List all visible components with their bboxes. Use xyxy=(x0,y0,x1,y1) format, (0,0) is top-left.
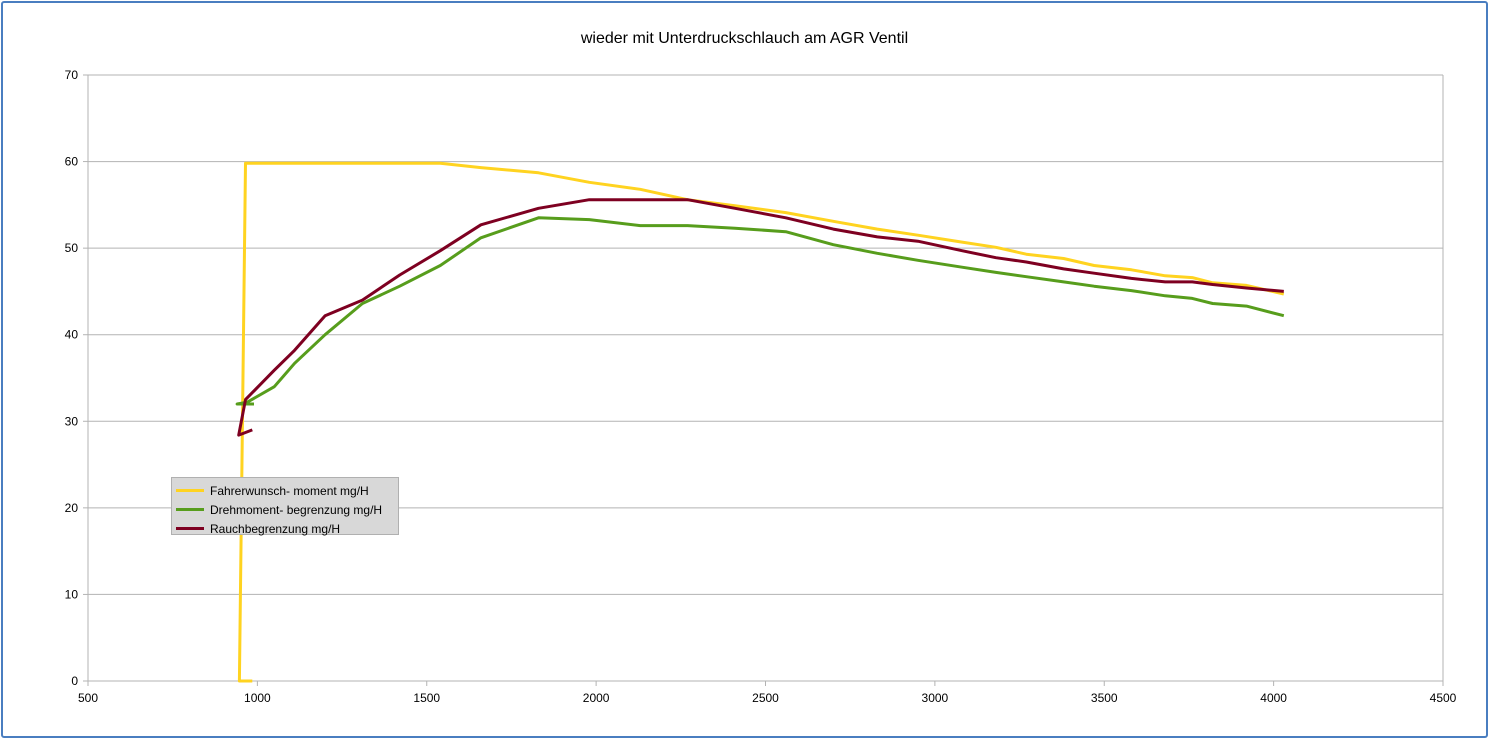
legend-item: Fahrerwunsch- moment mg/H xyxy=(176,481,398,500)
legend-item: Drehmoment- begrenzung mg/H xyxy=(176,500,398,519)
series-line xyxy=(237,198,1284,437)
x-tick-label: 2000 xyxy=(583,691,610,705)
y-tick-label: 20 xyxy=(65,501,79,515)
x-tick-label: 4500 xyxy=(1430,691,1457,705)
gridlines xyxy=(88,74,1443,682)
y-tick-label: 0 xyxy=(71,674,78,688)
legend-swatch xyxy=(176,508,204,511)
legend-swatch xyxy=(176,489,204,492)
tick-labels: 0 10 20 30 40 50 60 70 500 1000 1500 2000 2500 3000 35… xyxy=(65,68,1457,705)
axes xyxy=(83,74,1444,686)
legend-item: Rauchbegrenzung mg/H xyxy=(176,519,398,538)
x-tick-label: 500 xyxy=(78,691,98,705)
y-tick-label: 40 xyxy=(65,328,79,342)
y-tick-label: 50 xyxy=(65,241,79,255)
legend-swatch xyxy=(176,527,204,530)
x-tick-label: 2500 xyxy=(752,691,779,705)
x-tick-label: 3000 xyxy=(922,691,949,705)
series-line xyxy=(237,161,1285,683)
legend: Fahrerwunsch- moment mg/H Drehmoment- be… xyxy=(171,477,399,538)
y-tick-label: 60 xyxy=(65,155,79,169)
series-line xyxy=(235,216,1285,406)
y-tick-label: 70 xyxy=(65,68,79,82)
y-tick-label: 10 xyxy=(65,587,79,601)
chart-title: wieder mit Unterdruckschlauch am AGR Ven… xyxy=(580,30,909,47)
legend-label: Drehmoment- begrenzung mg/H xyxy=(210,502,383,517)
y-tick-label: 30 xyxy=(65,414,79,428)
x-tick-label: 4000 xyxy=(1260,691,1287,705)
x-tick-label: 3500 xyxy=(1091,691,1118,705)
series-lines xyxy=(235,161,1285,683)
x-tick-label: 1000 xyxy=(244,691,271,705)
legend-label: Rauchbegrenzung mg/H xyxy=(210,521,341,536)
x-tick-label: 1500 xyxy=(413,691,440,705)
legend-label: Fahrerwunsch- moment mg/H xyxy=(210,483,369,498)
